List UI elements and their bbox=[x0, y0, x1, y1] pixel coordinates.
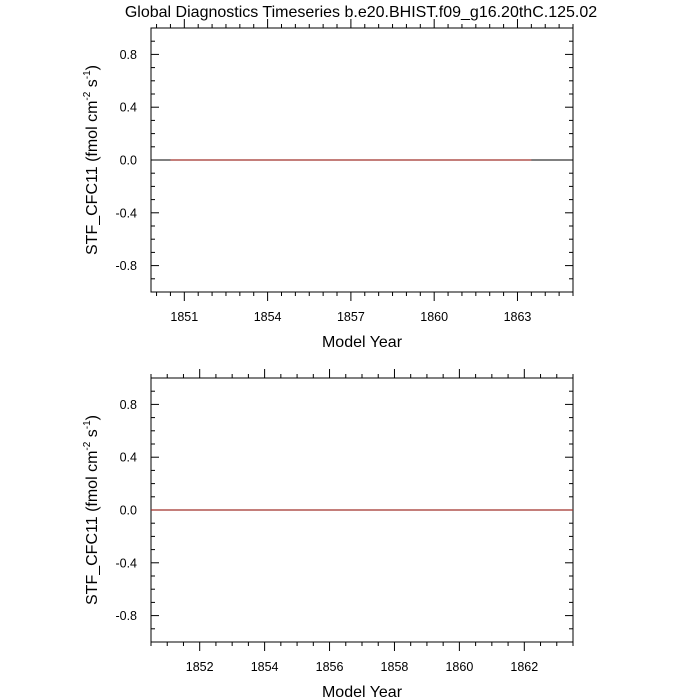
y-tick-label: 0.0 bbox=[120, 154, 137, 168]
y-axis-label-exp2: -1 bbox=[82, 420, 93, 429]
y-tick-label: 0.0 bbox=[120, 504, 137, 518]
y-axis-label-prefix: STF_CFC11 (fmol cm bbox=[84, 451, 101, 605]
x-tick-label: 1851 bbox=[170, 310, 198, 324]
x-tick-label: 1852 bbox=[186, 660, 214, 674]
y-axis-label-exp2: -1 bbox=[82, 70, 93, 79]
bottom-panel: -0.8 -0.4 0.0 0.4 0.8 1852 1854 1856 1858 1860 186… bbox=[82, 369, 574, 700]
y-axis-label-mid: s bbox=[84, 429, 101, 441]
x-tick-label: 1858 bbox=[381, 660, 409, 674]
y-axis-label-mid: s bbox=[84, 79, 101, 91]
y-tick-label: 0.8 bbox=[120, 398, 137, 412]
y-tick-label: 0.8 bbox=[120, 48, 137, 62]
x-tick-label: 1856 bbox=[316, 660, 344, 674]
y-axis-label-exp1: -2 bbox=[82, 441, 93, 450]
y-axis-label-suffix: ) bbox=[84, 415, 101, 420]
x-axis-label: Model Year bbox=[322, 684, 403, 700]
x-tick-label: 1862 bbox=[510, 660, 538, 674]
y-axis-label: STF_CFC11 (fmol cm-2 s-1) bbox=[82, 415, 101, 605]
y-tick-label: 0.4 bbox=[120, 101, 137, 115]
x-tick-label: 1860 bbox=[445, 660, 473, 674]
chart-title: Global Diagnostics Timeseries b.e20.BHIS… bbox=[125, 4, 597, 21]
x-tick-label: 1854 bbox=[254, 310, 282, 324]
y-tick-label: -0.4 bbox=[115, 206, 137, 220]
x-axis-label: Model Year bbox=[322, 334, 403, 351]
y-tick-label: -0.8 bbox=[115, 259, 137, 273]
y-axis-label-exp1: -2 bbox=[82, 91, 93, 100]
y-axis-label-prefix: STF_CFC11 (fmol cm bbox=[84, 101, 101, 255]
x-tick-label: 1854 bbox=[251, 660, 279, 674]
x-tick-label: 1860 bbox=[420, 310, 448, 324]
x-tick-label: 1857 bbox=[337, 310, 365, 324]
x-tick-label: 1863 bbox=[504, 310, 532, 324]
y-tick-label: 0.4 bbox=[120, 451, 137, 465]
y-tick-label: -0.4 bbox=[115, 556, 137, 570]
y-axis-label-suffix: ) bbox=[84, 65, 101, 70]
top-panel: -0.8 -0.4 0.0 0.4 0.8 1851 1854 1857 1860 1863 Mod… bbox=[82, 19, 574, 351]
y-axis-label: STF_CFC11 (fmol cm-2 s-1) bbox=[82, 65, 101, 255]
y-tick-label: -0.8 bbox=[115, 609, 137, 623]
